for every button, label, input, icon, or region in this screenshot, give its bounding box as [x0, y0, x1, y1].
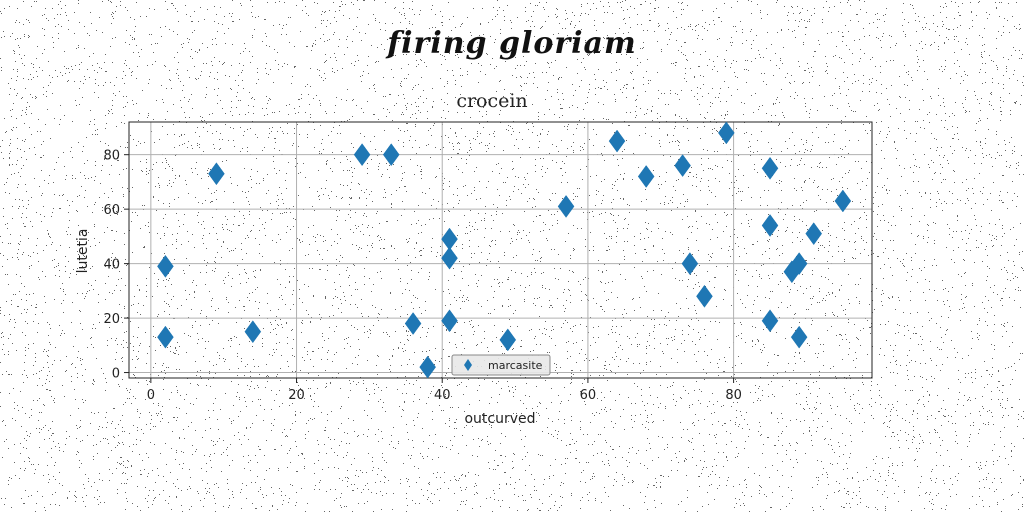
- plot-area: [128, 121, 873, 379]
- data-point: [608, 129, 626, 153]
- y-axis-ticks: 0 20 40 60 80: [103, 149, 129, 382]
- y-tick-label: 60: [103, 203, 120, 218]
- x-tick-label: 40: [434, 388, 451, 403]
- data-points: [157, 121, 852, 379]
- chart-title: crocein: [456, 90, 527, 112]
- y-tick-label: 0: [112, 367, 120, 382]
- data-point: [681, 252, 699, 276]
- data-point: [404, 312, 422, 335]
- x-axis-ticks: 0 20 40 60 80: [147, 378, 742, 403]
- data-point: [499, 328, 517, 352]
- y-tick-label: 80: [103, 149, 120, 164]
- data-point: [805, 222, 823, 246]
- x-tick-label: 60: [580, 388, 597, 403]
- data-point: [353, 143, 371, 167]
- legend-box: [451, 354, 551, 376]
- legend-label: marcasite: [488, 359, 543, 372]
- data-point: [244, 320, 262, 344]
- figure-suptitle: firing gloriam: [387, 26, 637, 61]
- y-tick-label: 20: [103, 312, 120, 327]
- y-axis-label: lutetia: [75, 229, 91, 274]
- data-point: [790, 252, 808, 276]
- data-point: [419, 355, 436, 379]
- data-point: [761, 156, 779, 180]
- data-point: [557, 195, 575, 218]
- data-point: [441, 246, 458, 270]
- data-point: [761, 214, 779, 237]
- data-point: [382, 143, 400, 167]
- data-point: [834, 189, 852, 213]
- x-tick-label: 0: [147, 388, 155, 403]
- data-point: [790, 325, 808, 349]
- x-axis-label: outcurved: [464, 411, 535, 427]
- legend-marker: [464, 359, 472, 371]
- data-point: [157, 254, 174, 278]
- grid-lines: [129, 122, 872, 378]
- data-point: [441, 309, 458, 333]
- y-tick-label: 40: [103, 258, 120, 273]
- legend: marcasite: [451, 354, 551, 376]
- x-tick-label: 20: [288, 388, 305, 403]
- data-point: [718, 121, 735, 145]
- data-point: [674, 154, 691, 177]
- data-point: [761, 309, 779, 333]
- data-point: [637, 165, 655, 188]
- data-point: [157, 325, 174, 349]
- x-tick-label: 80: [725, 388, 742, 403]
- data-point: [208, 162, 225, 186]
- data-point: [696, 284, 713, 308]
